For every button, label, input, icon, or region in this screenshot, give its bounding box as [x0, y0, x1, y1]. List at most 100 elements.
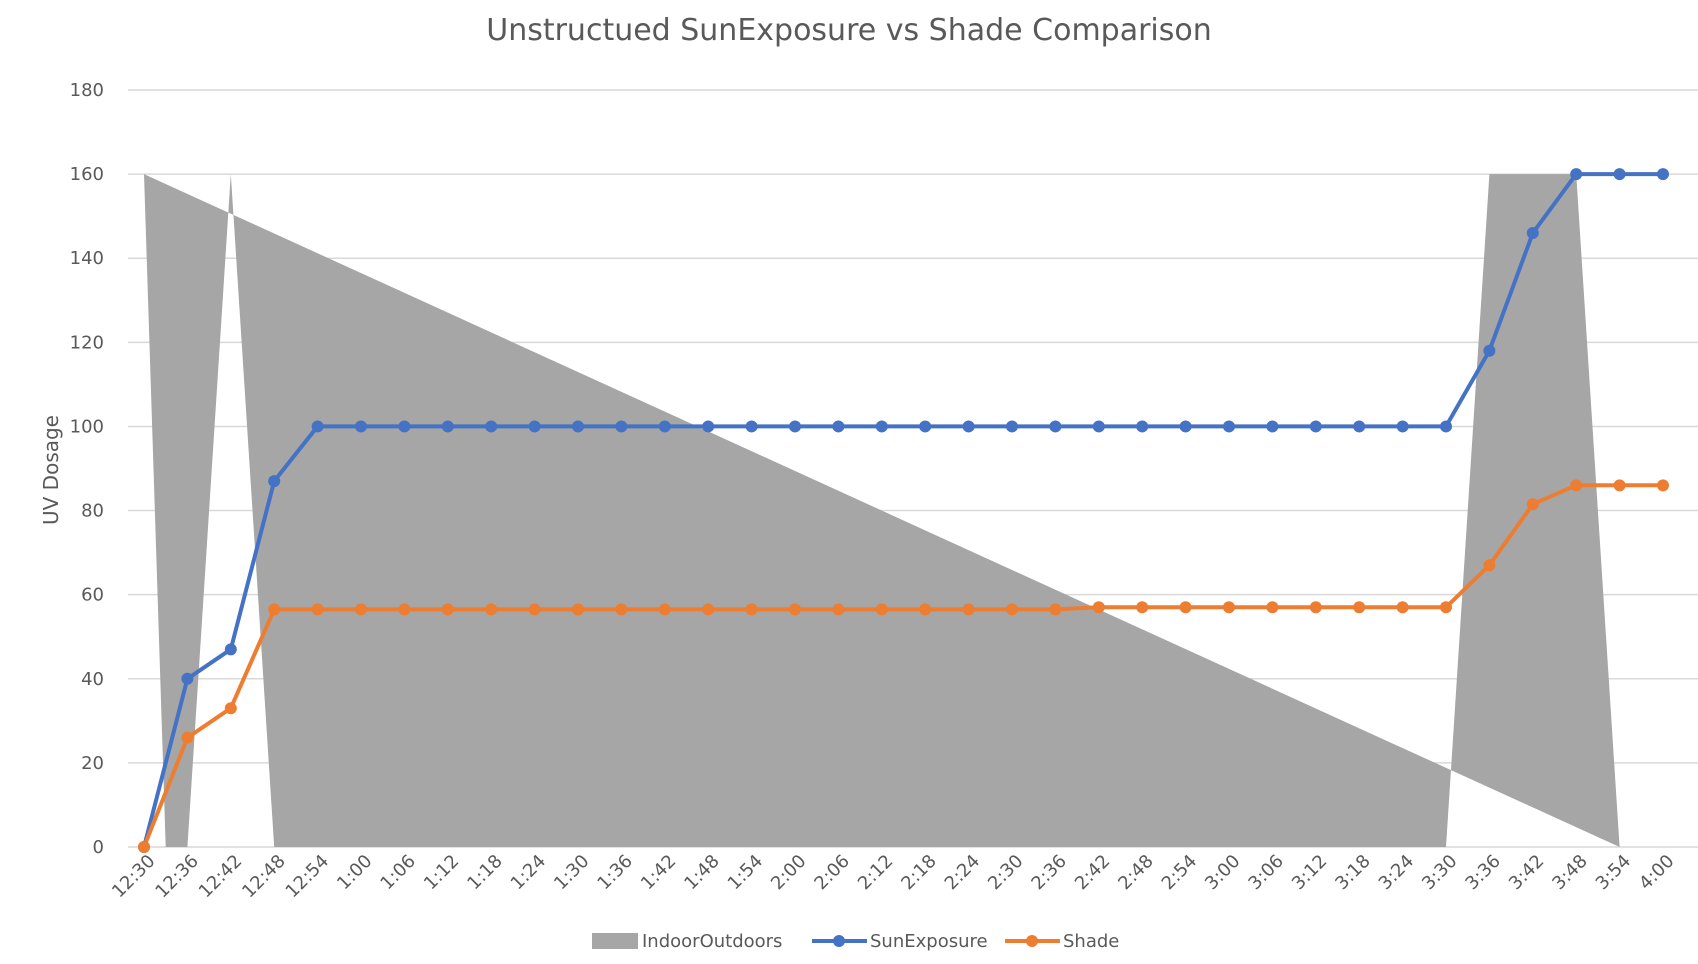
series-Shade-point — [745, 603, 758, 616]
series-SunExposure-point — [268, 475, 281, 488]
series-Shade-point — [1353, 601, 1366, 614]
series-Shade-point — [572, 603, 584, 616]
x-tick-label: 1:54 — [724, 851, 767, 894]
series-SunExposure-point — [919, 420, 932, 433]
series-Shade-point — [181, 731, 194, 744]
series-SunExposure-point — [745, 420, 758, 433]
series-Shade-point — [875, 603, 888, 616]
series-Shade-point — [1049, 603, 1062, 616]
series-SunExposure-line — [142, 172, 1665, 849]
series-Shade-point — [702, 603, 715, 616]
x-tick-label: 3:12 — [1288, 851, 1331, 894]
series-SunExposure-point — [1309, 420, 1322, 433]
series-SunExposure-point — [1570, 168, 1583, 181]
series-SunExposure-point — [1396, 420, 1409, 433]
series-Shade-point — [1570, 479, 1583, 492]
x-tick-label: 1:18 — [463, 851, 506, 894]
series-SunExposure-point — [1526, 226, 1539, 239]
series-SunExposure-point — [1483, 344, 1496, 357]
series-SunExposure-point — [181, 672, 194, 685]
series-Shade-point — [1396, 601, 1409, 614]
series-SunExposure-point — [1353, 420, 1366, 433]
legend-label-Shade: Shade — [1063, 931, 1119, 952]
y-axis-title: UV Dosage — [39, 415, 63, 525]
series-Shade-point — [1526, 498, 1539, 511]
series-Shade-point — [441, 603, 454, 616]
series-SunExposure-point — [528, 420, 541, 433]
series-Shade-point — [1136, 601, 1149, 614]
series-Shade-point — [485, 603, 498, 616]
x-tick-label: 1:24 — [507, 851, 550, 894]
x-tick-label: 12:54 — [282, 851, 334, 903]
x-tick-label: 2:00 — [767, 851, 810, 894]
series-SunExposure-point — [485, 420, 498, 433]
y-tick-label: 20 — [81, 753, 104, 774]
series-Shade-point — [1440, 601, 1452, 614]
series-SunExposure-point — [962, 420, 975, 433]
x-tick-label: 3:06 — [1245, 851, 1288, 894]
series-Shade-point — [311, 603, 324, 616]
series-Shade-point — [224, 702, 237, 715]
series-SunExposure-point — [224, 643, 237, 656]
y-tick-label: 40 — [81, 669, 104, 690]
series-Shade-point — [1092, 601, 1105, 614]
y-tick-label: 60 — [81, 585, 104, 606]
series-Shade-point — [615, 603, 628, 616]
series-Shade-point — [1006, 603, 1018, 616]
x-tick-label: 1:42 — [637, 851, 680, 894]
series-SunExposure-point — [1092, 420, 1105, 433]
x-tick-label: 2:12 — [854, 851, 897, 894]
y-tick-label: 120 — [70, 332, 104, 353]
x-tick-label: 3:48 — [1548, 851, 1591, 894]
x-tick-label: 12:48 — [238, 851, 290, 903]
x-tick-label: 1:00 — [333, 851, 376, 894]
series-Shade-point — [398, 603, 411, 616]
series-SunExposure-point — [875, 420, 888, 433]
series-Shade-point — [268, 603, 281, 616]
x-tick-label: 2:54 — [1158, 851, 1201, 894]
series-Shade-line — [142, 483, 1665, 849]
series-Shade-point — [1657, 479, 1669, 492]
y-tick-label: 80 — [81, 501, 104, 522]
legend-swatch-marker-SunExposure — [833, 935, 845, 947]
x-tick-label: 4:00 — [1635, 851, 1678, 894]
series-SunExposure-point — [572, 420, 584, 433]
series-Shade-point — [1309, 601, 1322, 614]
x-tick-label: 3:36 — [1462, 851, 1505, 894]
series-SunExposure-point — [398, 420, 411, 433]
x-tick-label: 1:12 — [420, 851, 463, 894]
x-tick-label: 1:30 — [550, 851, 593, 894]
y-tick-labels: 0 20 40 60 80 100 120 140 160 180 — [70, 80, 104, 858]
x-tick-label: 2:30 — [984, 851, 1027, 894]
legend-swatch-marker-Shade — [1026, 935, 1038, 947]
series-Shade-point — [1266, 601, 1279, 614]
series-SunExposure-point — [1049, 420, 1062, 433]
x-tick-label: 3:24 — [1375, 851, 1418, 894]
series-SunExposure-point — [702, 420, 715, 433]
x-tick-label: 3:00 — [1201, 851, 1244, 894]
series-Shade-point — [355, 603, 367, 616]
line-series — [142, 172, 1665, 849]
legend-swatch-IndoorOutdoors — [592, 933, 638, 949]
series-Shade-point — [919, 603, 932, 616]
x-tick-label: 2:42 — [1071, 851, 1114, 894]
series-SunExposure-point — [1266, 420, 1279, 433]
series-Shade-point — [1483, 559, 1496, 572]
x-tick-label: 3:30 — [1418, 851, 1461, 894]
x-tick-label: 2:36 — [1028, 851, 1071, 894]
x-tick-label: 2:18 — [897, 851, 940, 894]
series-SunExposure-point — [832, 420, 845, 433]
y-tick-label: 100 — [70, 416, 104, 437]
legend-label-SunExposure: SunExposure — [870, 931, 988, 952]
series-SunExposure-point — [658, 420, 671, 433]
series-Shade-point — [138, 841, 150, 853]
y-tick-label: 140 — [70, 248, 104, 269]
series-SunExposure-point — [441, 420, 454, 433]
chart-title: Unstructued SunExposure vs Shade Compari… — [486, 13, 1212, 48]
x-tick-label: 12:30 — [108, 851, 160, 903]
x-tick-label: 2:48 — [1114, 851, 1157, 894]
series-SunExposure-point — [1657, 168, 1669, 181]
y-tick-label: 160 — [70, 164, 104, 185]
